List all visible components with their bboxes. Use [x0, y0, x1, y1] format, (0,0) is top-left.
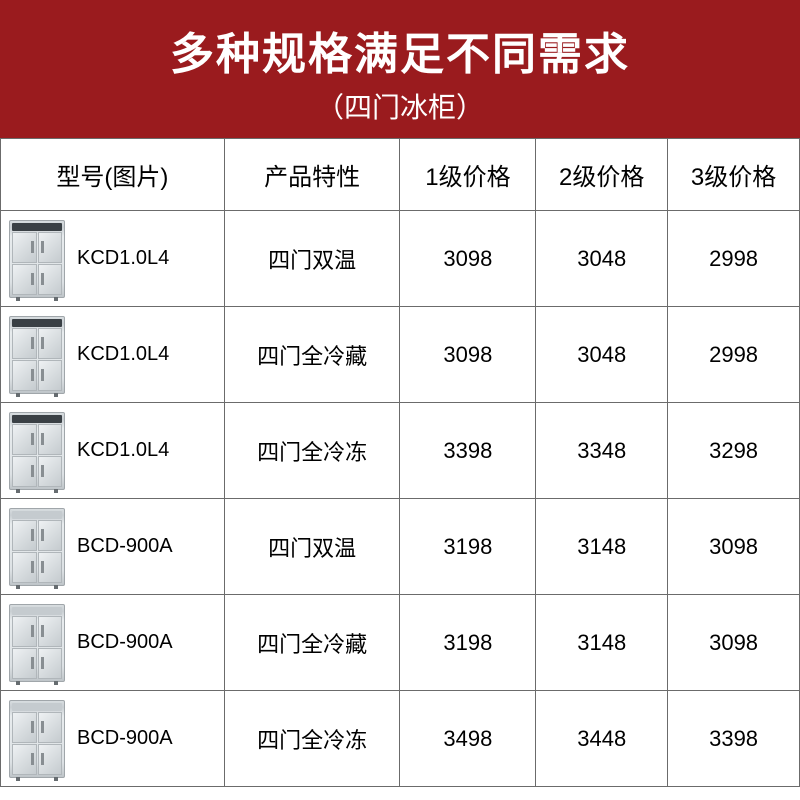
cell-p2: 3448	[536, 691, 668, 787]
cell-p2: 3048	[536, 211, 668, 307]
cell-p3: 3098	[668, 595, 800, 691]
cell-feature: 四门双温	[224, 211, 400, 307]
cell-model: BCD-900A	[1, 595, 225, 691]
table-row: BCD-900A 四门全冷藏319831483098	[1, 595, 800, 691]
cell-p1: 3398	[400, 403, 536, 499]
cell-p3: 2998	[668, 211, 800, 307]
cell-p2: 3048	[536, 307, 668, 403]
table-body: KCD1.0L4四门双温309830482998KCD1.0L4四门全冷藏309…	[1, 211, 800, 787]
main-title: 多种规格满足不同需求	[0, 18, 800, 82]
table-header-row: 型号(图片) 产品特性 1级价格 2级价格 3级价格	[1, 139, 800, 211]
cell-p1: 3098	[400, 211, 536, 307]
cell-feature: 四门全冷藏	[224, 595, 400, 691]
model-label: KCD1.0L4	[77, 343, 169, 366]
cell-p1: 3198	[400, 499, 536, 595]
cell-p1: 3498	[400, 691, 536, 787]
cell-p3: 3398	[668, 691, 800, 787]
cell-p2: 3148	[536, 595, 668, 691]
subtitle: （四门冰柜）	[0, 86, 800, 126]
cell-p3: 3098	[668, 499, 800, 595]
cell-p2: 3348	[536, 403, 668, 499]
cell-p3: 3298	[668, 403, 800, 499]
col-header-price3: 3级价格	[668, 139, 800, 211]
cell-p1: 3198	[400, 595, 536, 691]
fridge-icon	[9, 220, 65, 298]
cell-feature: 四门双温	[224, 499, 400, 595]
cell-model: BCD-900A	[1, 691, 225, 787]
pricing-table-wrap: 型号(图片) 产品特性 1级价格 2级价格 3级价格 KCD1.0L4四门双温3…	[0, 138, 800, 787]
cell-p3: 2998	[668, 307, 800, 403]
col-header-price2: 2级价格	[536, 139, 668, 211]
col-header-model: 型号(图片)	[1, 139, 225, 211]
table-row: KCD1.0L4 四门全冷藏309830482998	[1, 307, 800, 403]
cell-model: KCD1.0L4	[1, 211, 225, 307]
cell-p2: 3148	[536, 499, 668, 595]
fridge-icon	[9, 700, 65, 778]
model-label: KCD1.0L4	[77, 439, 169, 462]
fridge-icon	[9, 316, 65, 394]
model-label: BCD-900A	[77, 631, 173, 654]
table-row: KCD1.0L4 四门全冷冻339833483298	[1, 403, 800, 499]
fridge-icon	[9, 412, 65, 490]
table-row: KCD1.0L4 四门双温309830482998	[1, 211, 800, 307]
cell-model: BCD-900A	[1, 499, 225, 595]
cell-feature: 四门全冷冻	[224, 691, 400, 787]
model-label: BCD-900A	[77, 535, 173, 558]
fridge-icon	[9, 604, 65, 682]
col-header-feature: 产品特性	[224, 139, 400, 211]
cell-feature: 四门全冷冻	[224, 403, 400, 499]
col-header-price1: 1级价格	[400, 139, 536, 211]
cell-feature: 四门全冷藏	[224, 307, 400, 403]
cell-model: KCD1.0L4	[1, 307, 225, 403]
cell-p1: 3098	[400, 307, 536, 403]
model-label: KCD1.0L4	[77, 247, 169, 270]
header-banner: 多种规格满足不同需求 （四门冰柜）	[0, 0, 800, 138]
table-row: BCD-900A 四门双温319831483098	[1, 499, 800, 595]
model-label: BCD-900A	[77, 727, 173, 750]
pricing-table: 型号(图片) 产品特性 1级价格 2级价格 3级价格 KCD1.0L4四门双温3…	[0, 138, 800, 787]
table-row: BCD-900A 四门全冷冻349834483398	[1, 691, 800, 787]
fridge-icon	[9, 508, 65, 586]
cell-model: KCD1.0L4	[1, 403, 225, 499]
